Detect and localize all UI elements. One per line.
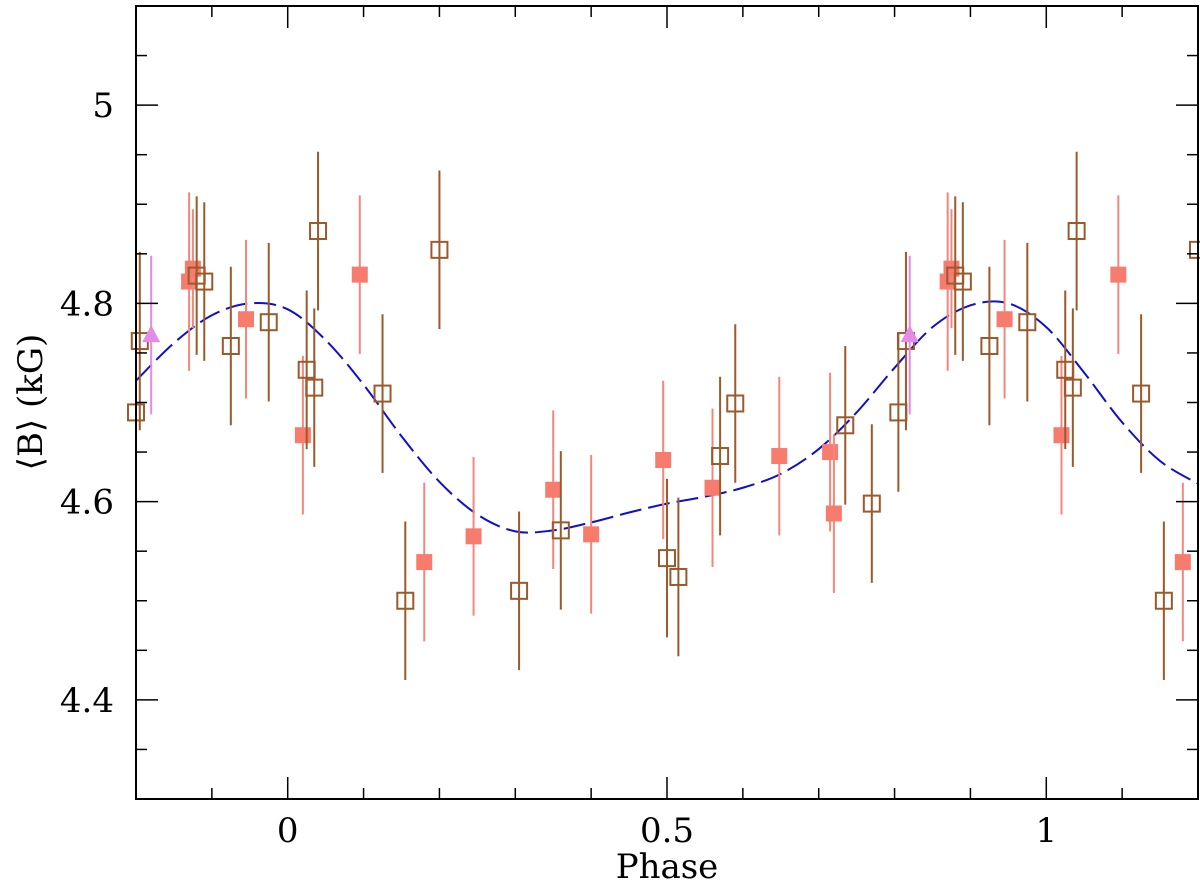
- open-square-point: [510, 581, 529, 600]
- open-square-point: [259, 313, 278, 332]
- filled-square-point: [416, 554, 433, 571]
- x-tick-label: 0.5: [640, 811, 694, 851]
- open-square-point: [1154, 591, 1173, 610]
- filled-square-point: [545, 481, 562, 498]
- open-square-point: [1132, 384, 1151, 403]
- open-square-point: [430, 240, 449, 259]
- triangle-point: [142, 325, 161, 343]
- y-tick-label: 4.6: [60, 483, 114, 523]
- open-square-point: [373, 384, 392, 403]
- y-axis-label: ⟨B⟩ (kG): [11, 334, 51, 471]
- x-axis-label: Phase: [616, 847, 719, 882]
- open-square-point: [953, 272, 972, 291]
- open-square-point: [195, 272, 214, 291]
- ticks-layer: 0 0.5 1 4.4 4.6 4.8 5: [60, 5, 1199, 851]
- triangle-point: [900, 325, 919, 343]
- plot-frame: [135, 5, 1199, 800]
- open-square-point: [1063, 378, 1082, 397]
- filled-square-point: [1110, 266, 1127, 283]
- open-square-point: [862, 494, 881, 513]
- open-square-point: [221, 336, 240, 355]
- open-square-point: [305, 378, 324, 397]
- filled-square-point: [996, 311, 1013, 328]
- filled-square-point: [825, 505, 842, 522]
- x-tick-label: 0: [277, 811, 299, 851]
- open-square-point: [309, 222, 328, 241]
- x-tick-label: 1: [1035, 811, 1057, 851]
- filled-square-point: [351, 266, 368, 283]
- filled-square-point: [465, 528, 482, 545]
- open-square-point: [836, 416, 855, 435]
- open-square-point: [726, 394, 745, 413]
- y-tick-label: 5: [92, 86, 114, 126]
- filled-square-point: [1053, 427, 1070, 444]
- filled-square-point: [771, 448, 788, 465]
- open-square-point: [1067, 222, 1086, 241]
- open-square-point: [980, 336, 999, 355]
- y-tick-label: 4.4: [60, 681, 114, 721]
- open-square-point: [669, 567, 688, 586]
- filled-square-point: [583, 526, 600, 543]
- filled-square-point: [294, 427, 311, 444]
- open-square-point: [711, 447, 730, 466]
- filled-square-point: [237, 311, 254, 328]
- open-square-point: [658, 549, 676, 568]
- open-square-point: [396, 591, 415, 610]
- filled-square-point: [655, 451, 672, 468]
- open-square-point: [551, 521, 570, 540]
- filled-square-point: [822, 444, 839, 461]
- open-square-point: [1018, 313, 1037, 332]
- data-layer: [127, 151, 1200, 681]
- y-tick-label: 4.8: [60, 284, 114, 324]
- filled-square-point: [1174, 554, 1191, 571]
- filled-square-point: [704, 479, 721, 496]
